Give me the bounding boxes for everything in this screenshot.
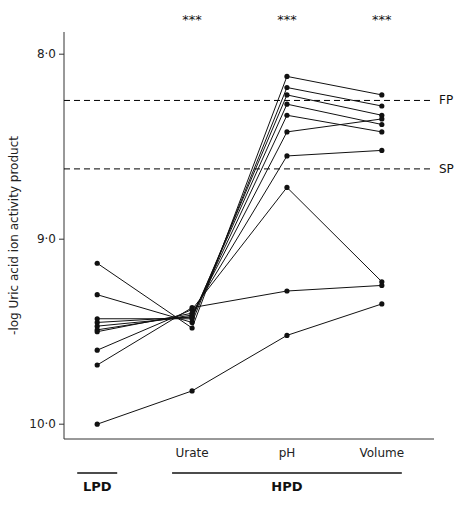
annotation: *** — [182, 12, 202, 27]
group-label: LPD — [83, 479, 112, 494]
annotation: *** — [277, 12, 297, 27]
x-tick-label: Volume — [360, 446, 405, 460]
series-line — [97, 115, 382, 326]
point — [284, 102, 289, 107]
series-line — [97, 88, 382, 323]
point — [95, 261, 100, 266]
series-line — [97, 150, 382, 331]
point — [284, 113, 289, 118]
point — [189, 325, 194, 330]
x-tick-label: Urate — [175, 446, 208, 460]
point — [189, 388, 194, 393]
plot-area — [64, 74, 434, 427]
series-line — [97, 119, 382, 330]
point — [379, 122, 384, 127]
group-overline — [172, 472, 402, 474]
y-axis-line — [64, 32, 65, 439]
series-line — [97, 95, 382, 319]
point — [284, 92, 289, 97]
y-axis-label: -log Uric acid ion activity product — [7, 136, 21, 335]
point — [284, 85, 289, 90]
point — [379, 129, 384, 134]
point — [379, 116, 384, 121]
group-label: HPD — [271, 479, 302, 494]
series-line — [97, 76, 382, 328]
x-axis-line — [64, 439, 434, 440]
point — [284, 129, 289, 134]
point — [379, 301, 384, 306]
point — [95, 329, 100, 334]
chart: 10·0 9·0 8·0 -log Uric acid ion activity pr… — [0, 0, 474, 523]
point — [284, 185, 289, 190]
series-line — [97, 304, 382, 424]
point — [284, 288, 289, 293]
point — [379, 103, 384, 108]
series-line — [97, 285, 382, 365]
point — [284, 333, 289, 338]
x-tick-label: pH — [279, 446, 296, 460]
reference-line — [64, 100, 434, 101]
series-line — [97, 187, 382, 350]
y-tick — [59, 54, 64, 55]
series-line — [97, 104, 382, 322]
y-tick-label: 9·0 — [37, 232, 56, 246]
point — [379, 148, 384, 153]
group-overline — [77, 472, 117, 474]
point — [379, 283, 384, 288]
reference-line-label: SP — [439, 162, 454, 176]
annotation: *** — [372, 12, 392, 27]
point — [284, 153, 289, 158]
y-tick — [59, 239, 64, 240]
point — [95, 422, 100, 427]
y-tick-label: 10·0 — [29, 417, 56, 431]
point — [95, 362, 100, 367]
point — [95, 348, 100, 353]
point — [284, 74, 289, 79]
reference-line — [64, 168, 434, 169]
point — [379, 92, 384, 97]
reference-line-label: FP — [439, 93, 453, 107]
point — [95, 292, 100, 297]
point — [189, 305, 194, 310]
y-tick-label: 8·0 — [37, 47, 56, 61]
y-tick — [59, 424, 64, 425]
